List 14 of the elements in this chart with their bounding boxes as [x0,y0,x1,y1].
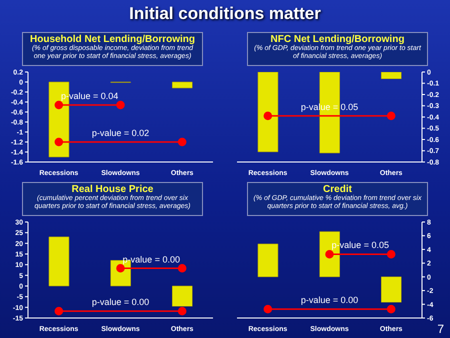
chart-title: Household Net Lending/Borrowing [29,34,196,45]
bar [381,276,402,302]
chart-title: Credit [323,184,352,195]
bar [48,236,70,286]
chart-title: NFC Net Lending/Borrowing [270,34,406,45]
chart-title: Real House Price [72,184,154,195]
bar [258,244,278,278]
bar [172,286,193,307]
annotation: p-value = 0.00 [92,297,150,308]
text: 7 [437,322,444,336]
annotation: p-value = 0.00 [122,254,180,264]
text: Initial conditions matter [128,4,322,24]
annotation: p-value = 0.00 [300,295,358,306]
annotation: p-value = 0.02 [92,128,150,138]
